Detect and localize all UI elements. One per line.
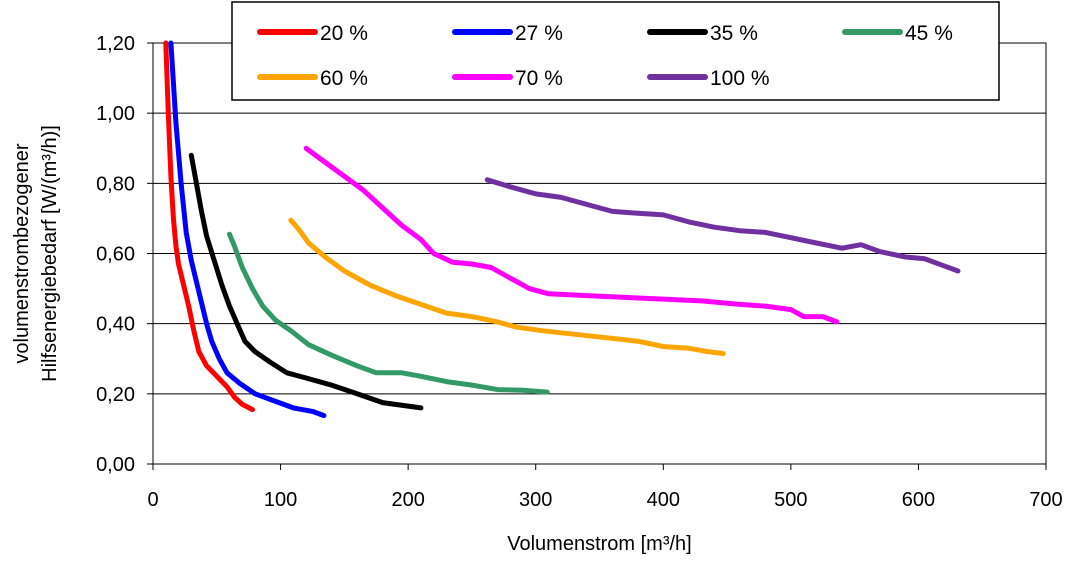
series-line-1 (168, 40, 327, 419)
legend-label-0: 20 % (320, 22, 368, 45)
x-tick-label-4: 400 (647, 489, 680, 511)
axis-ticks: 0,00 0,20 0,40 0,60 0,80 1,00 1,20 0 100 200 300 40… (96, 33, 1063, 511)
x-tick-label-2: 200 (391, 489, 424, 511)
series-line-3 (227, 231, 550, 395)
legend-label-3: 45 % (905, 22, 953, 45)
series-lines (163, 40, 961, 419)
x-tick-label-7: 700 (1029, 489, 1062, 511)
series-line-5 (303, 145, 840, 325)
x-tick-label-6: 600 (902, 489, 935, 511)
series-line-6 (484, 177, 961, 274)
legend-label-5: 70 % (515, 67, 563, 90)
series-line-4 (288, 217, 726, 356)
legend: 20 % 27 % 35 % 45 % 60 % 70 % 100 % (231, 1, 1000, 101)
x-tick-label-1: 100 (264, 489, 297, 511)
y-tick-label-1: 0,20 (96, 384, 135, 406)
x-tick-label-5: 500 (774, 489, 807, 511)
x-tick-label-3: 300 (519, 489, 552, 511)
x-axis-label: Volumenstrom [m³/h] (507, 533, 692, 555)
legend-box (231, 1, 1000, 101)
y-tick-label-5: 1,00 (96, 103, 135, 125)
legend-label-1: 27 % (515, 22, 563, 45)
y-axis-label-line-2: Hilfsenergiebedarf [W/(m³/h)] (39, 125, 61, 382)
legend-label-6: 100 % (710, 67, 770, 90)
y-axis-label-line-1: volumenstrombezogener (11, 143, 33, 363)
y-tick-label-4: 0,80 (96, 173, 135, 195)
y-tick-label-6: 1,20 (96, 33, 135, 55)
series-line-0 (163, 40, 255, 413)
series-line-2 (188, 152, 424, 411)
y-tick-label-2: 0,40 (96, 314, 135, 336)
legend-label-4: 60 % (320, 67, 368, 90)
x-tick-label-0: 0 (147, 489, 158, 511)
y-tick-label-0: 0,00 (96, 454, 135, 476)
y-tick-label-3: 0,60 (96, 244, 135, 266)
legend-label-2: 35 % (710, 22, 758, 45)
